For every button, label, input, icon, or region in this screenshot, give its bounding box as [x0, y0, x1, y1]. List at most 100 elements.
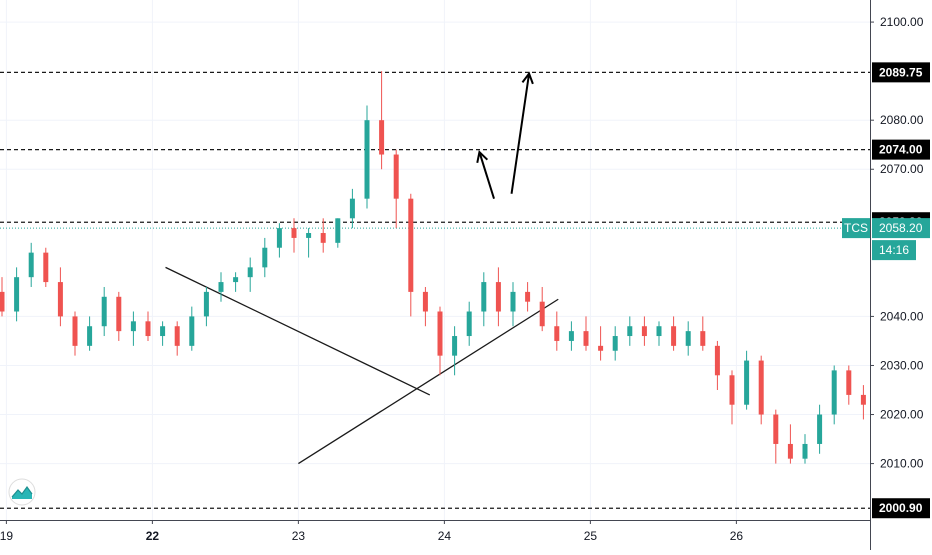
- candle-body: [860, 394, 866, 405]
- candle-body: [641, 326, 647, 337]
- candle: [510, 282, 516, 327]
- tradingview-logo-icon: [8, 478, 36, 506]
- candle-body: [729, 375, 735, 405]
- axis-labels: 2100.00 2080.00 2070.00 2040.00 2030.00 2020.…: [0, 15, 930, 543]
- candle: [189, 306, 195, 351]
- candle-body: [393, 154, 399, 199]
- candle: [554, 311, 560, 351]
- symbol-label: TCS: [844, 221, 868, 235]
- candle: [758, 355, 764, 425]
- candle: [583, 316, 589, 351]
- candle-body: [43, 252, 49, 283]
- time-tick-label: 22: [146, 529, 160, 543]
- candle-body: [247, 267, 253, 278]
- arrow-head: [521, 71, 534, 85]
- candle-body: [335, 218, 341, 243]
- arrow-shaft: [510, 73, 531, 194]
- candle-body: [233, 277, 239, 283]
- candle-body: [452, 336, 458, 356]
- candle-body: [101, 296, 107, 327]
- candle-body: [583, 331, 589, 346]
- candle: [0, 277, 5, 317]
- candle-body: [0, 291, 5, 312]
- candle-body: [787, 443, 793, 459]
- candle: [43, 247, 49, 287]
- candle-body: [422, 291, 428, 312]
- candle-body: [744, 360, 750, 405]
- candle-body: [87, 326, 93, 346]
- candle-body: [408, 198, 414, 292]
- candle-body: [510, 291, 516, 312]
- candle: [481, 272, 487, 327]
- candle: [349, 188, 355, 229]
- time-tick-label: 25: [584, 529, 598, 543]
- time-tick-label: 23: [292, 529, 306, 543]
- candle: [714, 340, 720, 390]
- candle-body: [758, 360, 764, 415]
- candle-body: [72, 316, 78, 346]
- grid: [0, 0, 870, 520]
- candle: [160, 321, 166, 346]
- candle: [72, 311, 78, 356]
- candle-body: [598, 345, 604, 351]
- candle: [802, 434, 808, 464]
- candle: [116, 291, 122, 341]
- candle: [14, 267, 20, 322]
- candle: [817, 404, 823, 454]
- candle: [671, 316, 677, 351]
- candle-body: [14, 277, 20, 312]
- candle-body: [174, 326, 180, 346]
- candle: [101, 286, 107, 337]
- candle: [57, 267, 63, 327]
- candle-body: [554, 326, 560, 341]
- candle: [598, 326, 604, 361]
- candle-body: [379, 120, 385, 155]
- candle: [233, 272, 239, 292]
- candle: [335, 218, 341, 248]
- arrow-shaft: [478, 151, 495, 199]
- candle-body: [671, 326, 677, 346]
- candle-body: [349, 198, 355, 219]
- candle: [612, 326, 618, 361]
- price-axis-panel: [870, 0, 932, 550]
- price-tick-label: 2020.00: [880, 408, 924, 422]
- candle-body: [28, 252, 34, 278]
- price-tick-label: 2080.00: [880, 113, 924, 127]
- level-price-box: [872, 498, 930, 519]
- candle-body: [700, 331, 706, 346]
- candle-body: [481, 282, 487, 312]
- candle: [787, 424, 793, 464]
- candle: [422, 286, 428, 327]
- candle: [262, 237, 268, 278]
- current-price-box: [872, 218, 930, 239]
- price-tick-label: 2100.00: [880, 15, 924, 29]
- candle-body: [218, 282, 224, 292]
- arrow-head: [476, 150, 489, 164]
- candle-body: [116, 296, 122, 332]
- arrows: [476, 71, 534, 199]
- candle: [539, 286, 545, 332]
- candle: [408, 193, 414, 317]
- level-price-box: [872, 139, 930, 160]
- candles: [0, 71, 925, 464]
- candle: [656, 321, 662, 346]
- candle-body: [203, 291, 209, 317]
- candle-body: [57, 282, 63, 317]
- price-tick-label: 2030.00: [880, 358, 924, 372]
- candle: [28, 242, 34, 287]
- candle-body: [189, 316, 195, 346]
- candle: [831, 365, 837, 425]
- candle-body: [685, 331, 691, 346]
- time-tick-label: 24: [438, 529, 452, 543]
- time-tick-label: 26: [730, 529, 744, 543]
- candle: [773, 409, 779, 464]
- candle: [568, 321, 574, 351]
- candle: [466, 301, 472, 346]
- candle: [729, 370, 735, 425]
- price-tick-label: 2010.00: [880, 457, 924, 471]
- time-axis-panel: [0, 520, 870, 550]
- candle: [641, 316, 647, 346]
- countdown-box: [872, 240, 916, 261]
